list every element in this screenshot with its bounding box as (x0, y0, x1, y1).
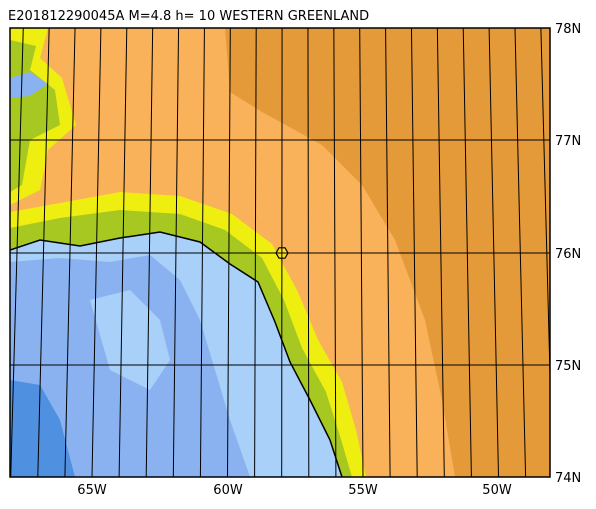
lat-label: 74N (555, 471, 581, 486)
lat-label: 75N (555, 359, 581, 374)
lat-label: 78N (555, 22, 581, 37)
lon-label: 65W (77, 483, 107, 498)
lat-label: 76N (555, 247, 581, 262)
lon-label: 60W (213, 483, 243, 498)
map-title: E201812290045A M=4.8 h= 10 WESTERN GREEN… (8, 9, 369, 24)
lon-label: 50W (482, 483, 512, 498)
map-area (0, 28, 553, 477)
lat-label: 77N (555, 134, 581, 149)
lon-label: 55W (348, 483, 378, 498)
